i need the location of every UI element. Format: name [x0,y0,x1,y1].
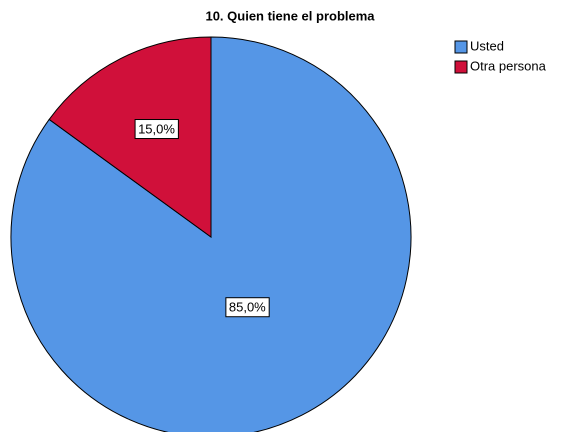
data-label-box [225,297,270,318]
data-label: 15,0% [138,122,175,137]
chart-title: 10. Quien tiene el problema [205,8,375,23]
legend-swatch [454,60,468,74]
data-label-box [134,119,179,140]
data-label: 85,0% [229,300,266,315]
pie-slice [48,36,212,238]
legend-swatch [454,40,468,54]
legend-label: Usted [470,38,504,53]
legend-label: Otra persona [470,58,547,73]
